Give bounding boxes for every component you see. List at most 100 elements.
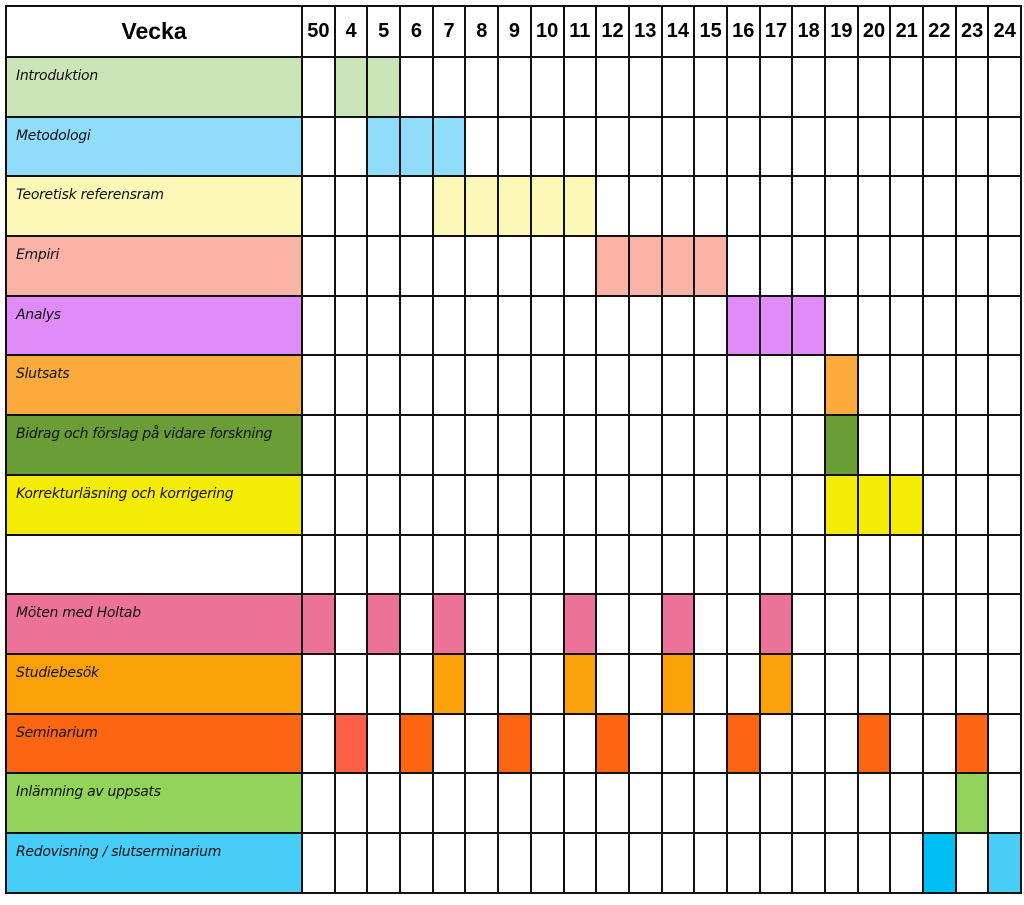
empty-week-cell bbox=[693, 652, 728, 715]
empty-week-cell bbox=[954, 533, 990, 596]
task-label: Slutsats bbox=[5, 354, 303, 417]
empty-week-cell bbox=[497, 831, 532, 894]
active-week-cell bbox=[954, 772, 990, 834]
active-week-cell bbox=[889, 473, 925, 536]
empty-week-cell bbox=[562, 414, 598, 476]
empty-week-cell bbox=[987, 235, 1023, 297]
empty-week-cell bbox=[497, 593, 532, 655]
task-label: Inlämning av uppsats bbox=[5, 772, 303, 834]
empty-week-cell bbox=[562, 533, 598, 596]
task-label: Studiebesök bbox=[5, 652, 303, 715]
task-label: Analys bbox=[5, 294, 303, 357]
empty-week-cell bbox=[627, 115, 663, 178]
empty-week-cell bbox=[987, 294, 1023, 357]
empty-week-cell bbox=[824, 235, 859, 297]
active-week-cell bbox=[431, 593, 467, 655]
empty-week-cell bbox=[922, 593, 957, 655]
empty-week-cell bbox=[693, 115, 728, 178]
empty-week-cell bbox=[366, 235, 402, 297]
empty-week-cell bbox=[529, 712, 565, 775]
empty-week-cell bbox=[497, 56, 532, 118]
empty-week-cell bbox=[954, 473, 990, 536]
empty-week-cell bbox=[301, 115, 336, 178]
empty-week-cell bbox=[824, 533, 859, 596]
empty-week-cell bbox=[922, 235, 957, 297]
empty-week-cell bbox=[529, 593, 565, 655]
empty-week-cell bbox=[333, 533, 369, 596]
empty-week-cell bbox=[725, 593, 761, 655]
empty-week-cell bbox=[987, 414, 1023, 476]
empty-week-cell bbox=[595, 414, 630, 476]
empty-week-cell bbox=[856, 772, 892, 834]
task-row: Seminarium bbox=[5, 712, 1023, 775]
empty-week-cell bbox=[660, 175, 696, 238]
task-row: Möten med Holtab bbox=[5, 593, 1023, 655]
week-header: 15 bbox=[693, 5, 728, 58]
empty-week-cell bbox=[660, 712, 696, 775]
empty-week-cell bbox=[987, 115, 1023, 178]
empty-week-cell bbox=[922, 652, 957, 715]
empty-week-cell bbox=[399, 593, 434, 655]
empty-week-cell bbox=[562, 831, 598, 894]
active-week-cell bbox=[725, 294, 761, 357]
empty-week-cell bbox=[660, 56, 696, 118]
task-row: Korrekturläsning och korrigering bbox=[5, 473, 1023, 536]
active-week-cell bbox=[431, 175, 467, 238]
empty-week-cell bbox=[366, 473, 402, 536]
empty-week-cell bbox=[856, 115, 892, 178]
empty-week-cell bbox=[562, 115, 598, 178]
empty-week-cell bbox=[725, 414, 761, 476]
empty-week-cell bbox=[725, 533, 761, 596]
empty-week-cell bbox=[301, 831, 336, 894]
empty-week-cell bbox=[366, 712, 402, 775]
empty-week-cell bbox=[889, 772, 925, 834]
empty-week-cell bbox=[725, 175, 761, 238]
empty-week-cell bbox=[660, 354, 696, 417]
empty-week-cell bbox=[693, 533, 728, 596]
empty-week-cell bbox=[856, 593, 892, 655]
week-header: 9 bbox=[497, 5, 532, 58]
empty-week-cell bbox=[824, 831, 859, 894]
empty-week-cell bbox=[922, 712, 957, 775]
empty-week-cell bbox=[954, 652, 990, 715]
empty-week-cell bbox=[529, 533, 565, 596]
empty-week-cell bbox=[922, 473, 957, 536]
active-week-cell bbox=[431, 652, 467, 715]
empty-week-cell bbox=[725, 354, 761, 417]
empty-week-cell bbox=[333, 235, 369, 297]
empty-week-cell bbox=[333, 115, 369, 178]
empty-week-cell bbox=[856, 294, 892, 357]
week-header: 19 bbox=[824, 5, 859, 58]
empty-week-cell bbox=[889, 354, 925, 417]
empty-week-cell bbox=[333, 354, 369, 417]
active-week-cell bbox=[366, 115, 402, 178]
task-label: Möten med Holtab bbox=[5, 593, 303, 655]
empty-week-cell bbox=[791, 115, 826, 178]
task-row: Inlämning av uppsats bbox=[5, 772, 1023, 834]
empty-week-cell bbox=[987, 175, 1023, 238]
active-week-cell bbox=[922, 831, 957, 894]
active-week-cell bbox=[464, 175, 500, 238]
active-week-cell bbox=[725, 712, 761, 775]
empty-week-cell bbox=[562, 772, 598, 834]
active-week-cell bbox=[562, 593, 598, 655]
empty-week-cell bbox=[725, 235, 761, 297]
task-row: Teoretisk referensram bbox=[5, 175, 1023, 238]
empty-week-cell bbox=[464, 831, 500, 894]
empty-week-cell bbox=[660, 772, 696, 834]
empty-week-cell bbox=[497, 473, 532, 536]
empty-week-cell bbox=[497, 235, 532, 297]
empty-week-cell bbox=[660, 533, 696, 596]
empty-week-cell bbox=[660, 414, 696, 476]
week-header: 17 bbox=[758, 5, 794, 58]
empty-week-cell bbox=[987, 533, 1023, 596]
gantt-chart: Vecka 50 4 5 6 7 8 9 10 11 12 13 14 15 16 17 18 19 20 21 22… bbox=[5, 5, 1023, 894]
active-week-cell bbox=[333, 712, 369, 775]
empty-week-cell bbox=[529, 473, 565, 536]
empty-week-cell bbox=[922, 56, 957, 118]
empty-week-cell bbox=[987, 712, 1023, 775]
empty-week-cell bbox=[922, 533, 957, 596]
empty-week-cell bbox=[562, 354, 598, 417]
empty-week-cell bbox=[399, 473, 434, 536]
empty-week-cell bbox=[399, 354, 434, 417]
